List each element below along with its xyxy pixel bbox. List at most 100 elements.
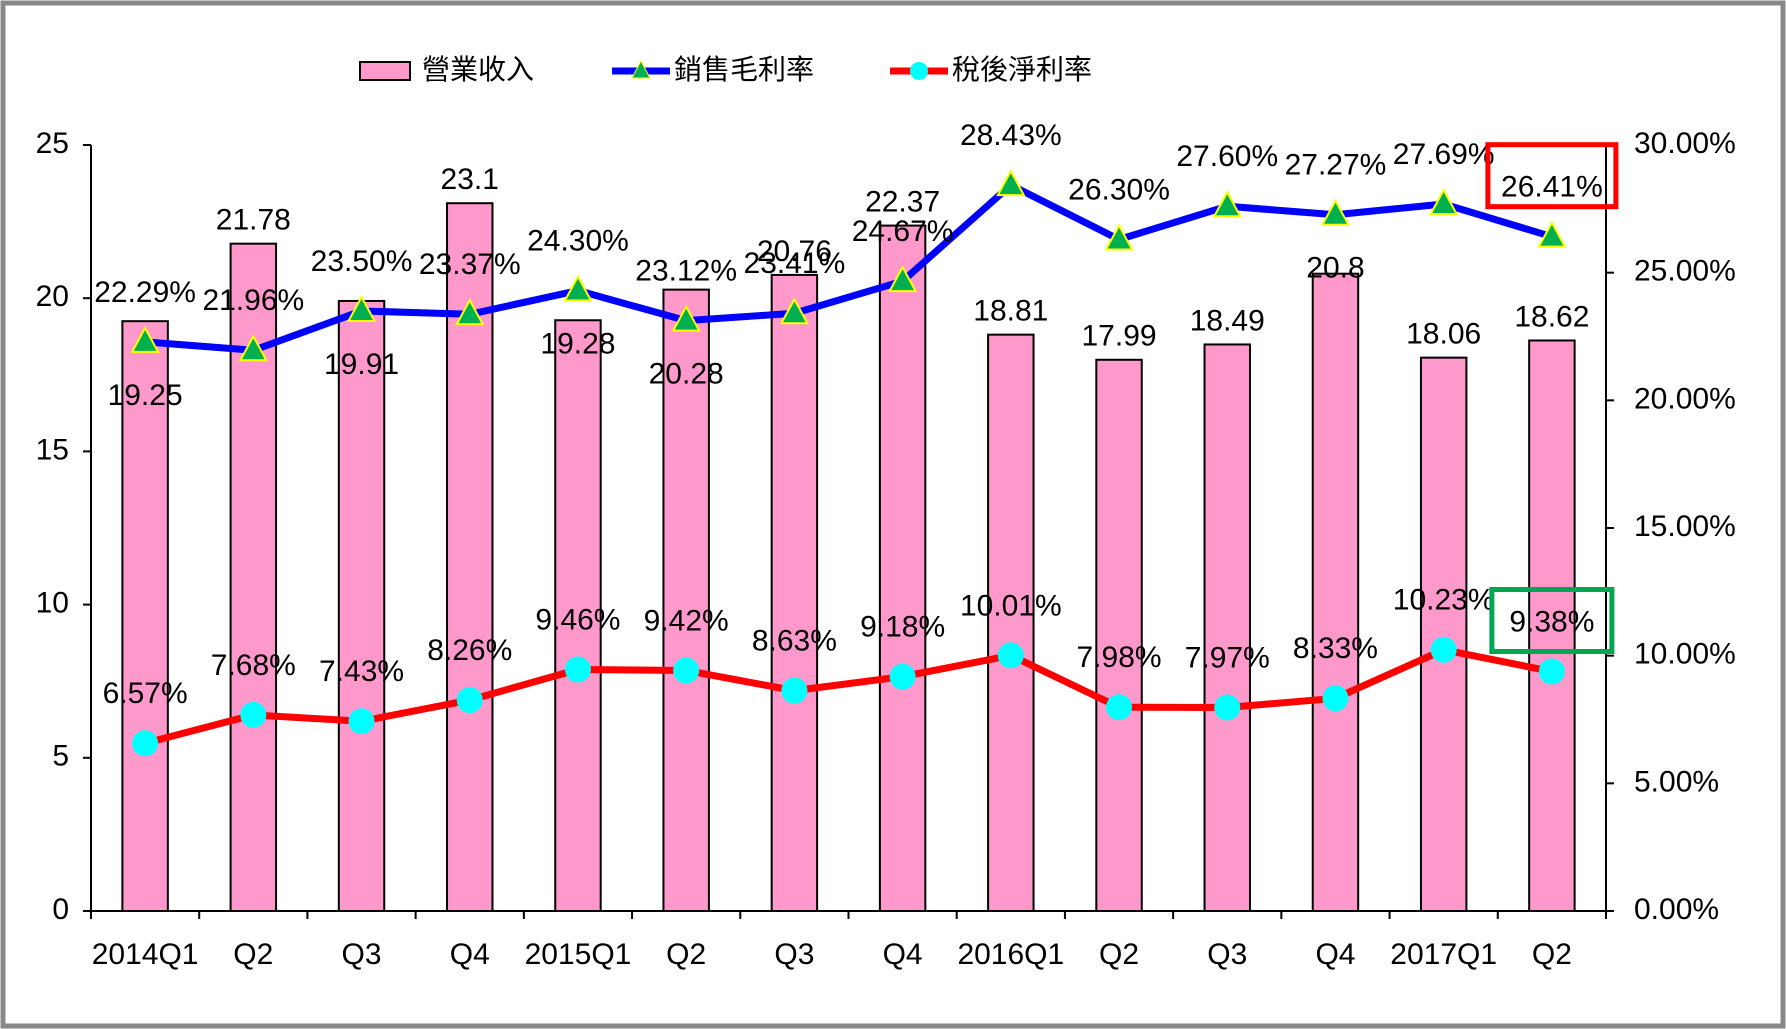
value-label: 28.43% [960, 119, 1062, 152]
value-label: 7.98% [1076, 641, 1161, 674]
bar [1419, 356, 1468, 912]
marker [240, 701, 267, 728]
marker [1214, 694, 1241, 721]
legend-swatch [359, 61, 411, 81]
x-tick-label: Q3 [342, 938, 382, 971]
value-label: 10.01% [960, 589, 1062, 622]
value-label: 7.68% [211, 649, 296, 682]
value-label: 23.41% [744, 247, 846, 280]
bar-value-label: 18.49 [1190, 304, 1265, 337]
series-line [144, 646, 1553, 747]
y2-tick-label: 20.00% [1634, 382, 1736, 415]
bar [121, 320, 169, 912]
value-label: 8.63% [752, 625, 837, 658]
bar-value-label: 18.06 [1406, 318, 1481, 351]
bar-value-label: 19.25 [108, 379, 183, 412]
marker [1320, 198, 1351, 226]
highlight-box [1485, 142, 1619, 210]
highlight-box [1489, 586, 1615, 654]
marker [1212, 190, 1242, 218]
y2-tick-label: 10.00% [1634, 638, 1736, 671]
value-label: 8.26% [427, 634, 512, 667]
x-tick-label: Q4 [1315, 938, 1355, 971]
value-label: 9.46% [535, 603, 620, 636]
marker [779, 297, 810, 325]
marker [1106, 694, 1133, 721]
x-tick-label: 2014Q1 [92, 938, 199, 971]
value-label: 27.60% [1176, 140, 1278, 173]
value-label: 7.97% [1185, 641, 1270, 674]
bar [337, 299, 386, 913]
marker [130, 325, 160, 353]
bar-value-label: 23.1 [441, 163, 499, 196]
value-label: 23.12% [635, 255, 737, 288]
x-tick-label: Q2 [666, 938, 706, 971]
value-label: 24.30% [527, 224, 629, 257]
bar-value-label: 17.99 [1081, 320, 1156, 353]
y-tick-label: 20 [36, 280, 69, 313]
marker [1104, 223, 1134, 251]
y2-tick-label: 0.00% [1634, 893, 1719, 926]
marker [997, 642, 1024, 669]
x-tick-label: Q2 [233, 938, 273, 971]
y-tick-label: 10 [36, 587, 69, 620]
value-label: 23.50% [311, 245, 413, 278]
bar-value-label: 18.62 [1514, 300, 1589, 333]
bar-value-label: 20.28 [649, 358, 724, 391]
value-label: 10.23% [1393, 584, 1495, 617]
marker [1537, 220, 1567, 248]
marker [238, 334, 268, 362]
marker [1430, 636, 1457, 663]
bar-value-label: 20.76 [757, 235, 832, 268]
value-label: 9.42% [644, 604, 729, 637]
marker [887, 264, 918, 293]
marker [564, 656, 591, 683]
value-label: 7.43% [319, 655, 404, 688]
marker [132, 730, 159, 757]
value-label: 8.33% [1293, 632, 1378, 665]
y-tick-label: 5 [52, 740, 69, 773]
marker [781, 677, 808, 704]
legend-label: 銷售毛利率 [674, 53, 814, 86]
x-tick-label: Q2 [1099, 938, 1139, 971]
bar [662, 288, 710, 912]
bar-value-label: 22.37 [865, 186, 940, 219]
x-tick-label: Q3 [1207, 938, 1247, 971]
y-tick-label: 15 [36, 433, 69, 466]
marker [996, 168, 1026, 197]
legend-label: 營業收入 [422, 53, 534, 86]
legend: 營業收入 銷售毛利率 稅後淨利率 [359, 53, 1092, 86]
bar-value-label: 19.28 [540, 327, 615, 360]
bar [1095, 358, 1143, 913]
value-label: 21.96% [202, 284, 304, 317]
marker [889, 663, 916, 690]
marker [563, 274, 593, 302]
value-label: 9.18% [860, 611, 945, 644]
x-tick-label: 2017Q1 [1390, 938, 1497, 971]
x-tick-label: 2015Q1 [525, 938, 632, 971]
value-label: 23.37% [419, 248, 521, 281]
marker [455, 298, 485, 326]
bar [770, 273, 819, 913]
marker [673, 657, 700, 684]
value-label: 6.57% [103, 677, 188, 710]
y2-tick-label: 30.00% [1634, 127, 1736, 160]
value-label: 22.29% [94, 276, 196, 309]
x-tick-label: 2016Q1 [957, 938, 1064, 971]
y2-tick-label: 15.00% [1634, 510, 1736, 543]
bar [987, 333, 1035, 912]
value-label: 27.27% [1285, 149, 1387, 182]
marker [671, 304, 701, 332]
bar-value-label: 19.91 [324, 348, 399, 381]
bar-value-label: 18.81 [973, 295, 1048, 328]
bar [1311, 272, 1360, 912]
legend-label: 稅後淨利率 [952, 53, 1092, 86]
bar [878, 224, 927, 913]
marker [348, 708, 375, 735]
y2-tick-label: 5.00% [1634, 765, 1719, 798]
marker [346, 294, 377, 322]
y-tick-label: 25 [36, 127, 69, 160]
value-label: 26.41% [1501, 171, 1603, 204]
value-label: 27.69% [1393, 138, 1495, 171]
